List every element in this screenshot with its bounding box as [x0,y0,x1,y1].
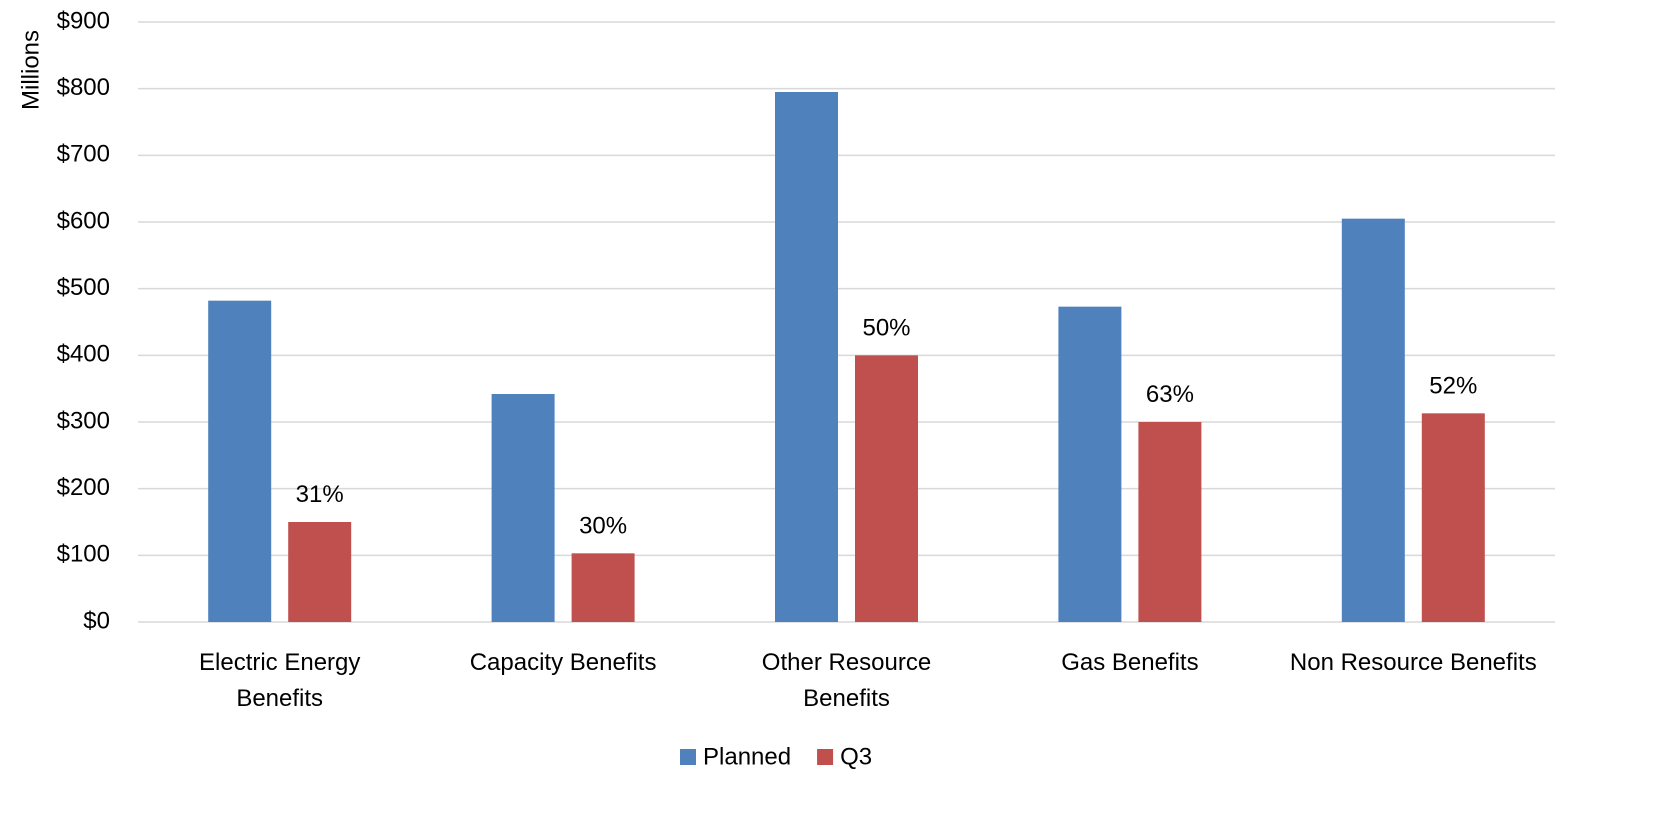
bar-planned [208,300,272,622]
y-tick-label: $900 [57,7,110,34]
bar-q3 [288,522,352,622]
y-tick-label: $400 [57,341,110,368]
gridlines [138,21,1555,623]
y-tick-label: $500 [57,274,110,301]
bar-q3 [1138,422,1202,622]
x-category-label: Benefits [236,685,323,712]
bars [208,92,1485,622]
y-tick-label: $800 [57,74,110,101]
y-tick-label: $600 [57,207,110,234]
data-label: 50% [862,314,910,341]
x-category-label: Non Resource Benefits [1290,649,1537,676]
y-tick-label: $300 [57,407,110,434]
x-category-label: Other Resource [762,649,931,676]
y-axis-title: Millions [17,30,44,110]
bar-q3 [855,355,918,622]
x-category-label: Gas Benefits [1061,649,1198,676]
data-label: 30% [579,512,627,539]
x-category-label: Electric Energy [199,649,360,676]
bar-planned [1341,218,1405,622]
x-category-label: Capacity Benefits [470,649,657,676]
y-axis-ticks: $0 $100 $200 $300 $400 $500 $600 $700 $800 $900 [57,7,110,634]
legend-label: Planned [703,743,791,770]
y-tick-label: $0 [83,607,110,634]
data-label: 52% [1429,372,1477,399]
data-labels: 31% 30% 50% 63% 52% [296,314,1478,539]
legend-swatch [817,749,834,765]
legend-label: Q3 [840,743,872,770]
data-label: 63% [1146,381,1194,408]
legend: Planned Q3 [680,743,872,770]
bar-q3 [1421,413,1485,622]
y-tick-label: $700 [57,141,110,168]
y-tick-label: $200 [57,474,110,501]
bar-planned [775,92,838,622]
y-tick-label: $100 [57,541,110,568]
legend-swatch [680,749,696,765]
bar-q3 [571,553,635,622]
bar-planned [491,394,555,622]
bar-planned [1058,306,1122,622]
data-label: 31% [296,481,344,508]
x-category-label: Benefits [803,685,890,712]
x-axis-categories: Electric Energy Benefits Capacity Benefits… [199,649,1537,712]
